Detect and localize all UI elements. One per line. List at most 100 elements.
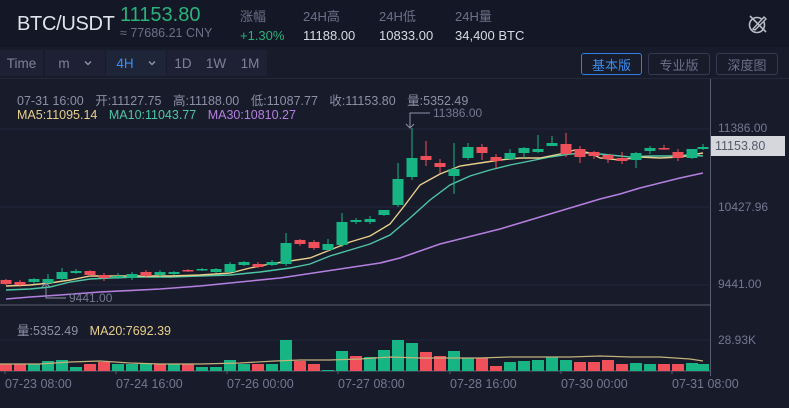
ma10-value: MA10:11043.77 [108,108,197,122]
price-axis-line [710,79,711,376]
volume-bar [490,366,502,371]
candle [448,169,460,176]
volume-bar [126,364,138,371]
time-axis-label: 07-30 00:00 [561,377,628,391]
volume-bar [697,364,709,371]
candle [588,152,600,156]
price-label-low: 9441.00 [718,277,762,291]
volume-bar [476,358,488,371]
ticker-header: BTC/USDT 11153.80 ≈ 77686.21 CNY 涨幅 +1.3… [0,0,789,47]
candle [0,280,12,284]
volume-bar [28,364,40,371]
candle [392,179,404,205]
volume-bar [546,357,558,371]
ohlc-info: 07-31 16:00 开:11127.75 高:11188.00 低:1108… [17,90,476,109]
volume-bar [588,362,600,371]
volume-bar [392,340,404,371]
stat-24h-low: 24H低 10833.00 [379,6,433,43]
volume-bar [630,363,642,371]
volume-bar [462,358,474,371]
volume-bar [504,362,516,371]
volume-bar [378,350,390,371]
candle [602,155,614,159]
stat-value: 34,400 BTC [455,28,525,43]
brush-off-icon[interactable] [747,13,769,35]
volume-bar [70,367,82,371]
volume-axis-label: 28.93K [718,333,757,347]
candle [630,153,642,160]
time-label: Time [0,50,43,76]
volume-bar [280,340,292,371]
volume-bar [196,367,208,371]
chevron-down-icon [148,60,156,66]
candle [658,148,670,150]
volume-bar [98,362,110,371]
ohlc-close: 收:11153.80 [329,94,396,108]
candle [42,279,54,283]
cny-price: ≈ 77686.21 CNY [120,26,213,40]
candle [350,220,362,222]
candle [378,210,390,215]
candle [406,158,418,177]
high-marker-label: 11386.00 [433,106,483,120]
ohlc-low: 低:11087.77 [250,94,318,108]
volume-bar [616,364,628,371]
ohlc-high: 高:11188.00 [172,94,240,108]
candle [28,279,40,282]
candle [238,262,250,265]
candle [322,244,334,250]
volume-bar [14,364,26,371]
candle [490,157,502,161]
volume-bar [182,364,194,371]
stat-label: 24H低 [379,9,416,24]
time-axis-label: 07-26 00:00 [227,377,294,391]
candle [98,275,110,278]
time-axis-label: 07-27 08:00 [338,377,405,391]
candle [224,264,236,272]
candle [364,219,376,222]
volume-bar [168,364,180,371]
candle [616,158,628,161]
candlestick-chart[interactable] [0,79,789,376]
candle [308,242,320,248]
view-basic-button[interactable]: 基本版 [581,53,642,75]
volume-bar [434,356,446,371]
candle [70,271,82,273]
candle [434,163,446,167]
stat-change: 涨幅 +1.30% [240,6,284,43]
trading-pair[interactable]: BTC/USDT [17,13,115,35]
interval-1m[interactable]: 1M [240,55,260,71]
time-axis-label: 07-28 16:00 [450,377,517,391]
interval-1d[interactable]: 1D [174,55,192,71]
candle [182,270,194,272]
view-pro-button[interactable]: 专业版 [648,53,710,75]
volume-legend: 量:5352.49 MA20:7692.39 [17,320,171,339]
volume-bar [154,364,166,371]
candle [280,243,292,264]
candle [56,272,68,279]
candle [420,156,432,160]
candle [504,153,516,159]
ohlc-volume: 量:5352.49 [407,94,469,108]
view-depth-button[interactable]: 深度图 [716,53,778,75]
volume-bar [140,364,152,371]
volume-bar [84,364,96,371]
candle [196,269,208,271]
candle [112,276,124,278]
candle [546,143,558,146]
volume-bar [224,360,236,371]
volume-bar [112,364,124,371]
interval-group [167,50,267,76]
candle [686,149,698,158]
stat-value: 10833.00 [379,28,434,43]
interval-1w[interactable]: 1W [205,55,227,71]
volume-bar [406,343,418,371]
minute-interval-select[interactable]: m [45,50,105,76]
hour-interval-select[interactable]: 4H [106,50,166,76]
chart-toolbar: Time m 4H 1D 1W 1M 基本版 专业版 深度图 [0,47,789,79]
time-axis-label: 07-23 08:00 [5,377,72,391]
volume-bar [0,364,12,371]
volume-bar [644,364,656,371]
candle [140,272,152,276]
volume-bar [322,370,334,371]
